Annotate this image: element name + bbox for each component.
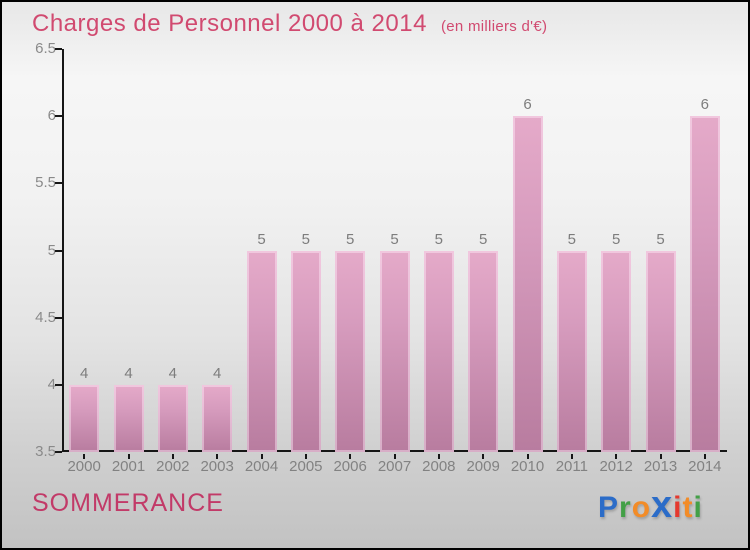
x-tick-mark	[615, 454, 618, 459]
x-tick-label: 2014	[688, 458, 722, 475]
bar-value-label: 5	[257, 230, 266, 248]
x-tick-label: 2003	[200, 458, 234, 475]
bar-value-label: 6	[700, 96, 709, 114]
x-tick-label: 2000	[67, 458, 101, 475]
y-tick-mark	[55, 115, 62, 118]
x-tick-label: 2008	[422, 458, 456, 475]
x-tick-mark	[349, 454, 352, 459]
x-tick-mark	[437, 454, 440, 459]
x-tick-mark	[83, 454, 86, 459]
x-tick-mark	[703, 454, 706, 459]
x-tick-mark	[171, 454, 174, 459]
logo-letter-x: x	[651, 484, 674, 526]
x-tick-label: 2012	[599, 458, 633, 475]
bar-2013	[645, 250, 676, 452]
x-tick-label: 2002	[156, 458, 190, 475]
bar-2006	[335, 250, 366, 452]
bar-2001	[113, 384, 144, 452]
logo-letter-t: t	[682, 491, 694, 524]
x-tick-mark	[482, 454, 485, 459]
x-tick-label: 2007	[377, 458, 412, 475]
chart-subtitle: (en milliers d'€)	[440, 18, 548, 35]
bar-2014	[689, 116, 720, 452]
x-tick-mark	[260, 454, 263, 459]
bar-2002	[157, 384, 188, 452]
logo-letter-i: i	[673, 491, 683, 524]
x-tick-mark	[393, 454, 396, 459]
bar-value-label: 5	[611, 230, 621, 248]
bar-value-label: 5	[567, 230, 576, 248]
bar-2007	[379, 250, 410, 452]
bar-value-label: 5	[345, 230, 355, 248]
x-tick-label: 2001	[111, 458, 146, 475]
y-tick-mark	[55, 249, 62, 252]
bar-2003	[202, 384, 233, 452]
y-tick-label: 4.5	[35, 308, 56, 326]
bar-value-label: 5	[656, 230, 665, 248]
y-tick-label: 6	[47, 107, 56, 125]
x-tick-label: 2009	[466, 458, 500, 475]
logo-letter-P: P	[598, 491, 620, 524]
bar-value-label: 5	[390, 230, 399, 248]
bar-value-label: 5	[434, 230, 443, 248]
logo-letter-r: r	[619, 491, 632, 524]
y-tick-label: 3.5	[35, 443, 56, 460]
y-tick-label: 5	[47, 241, 56, 259]
x-tick-mark	[526, 454, 529, 459]
y-tick-mark	[55, 182, 62, 185]
x-tick-mark	[304, 454, 307, 459]
x-tick-mark	[127, 454, 130, 459]
bar-2005	[290, 250, 321, 452]
x-tick-label: 2011	[555, 458, 588, 475]
bar-value-label: 4	[168, 364, 177, 382]
bar-2009	[468, 250, 499, 452]
y-tick-mark	[55, 383, 62, 386]
y-tick-label: 6.5	[35, 40, 56, 57]
entity-name: SOMMERANCE	[32, 489, 224, 517]
bar-value-label: 4	[79, 364, 89, 382]
bar-value-label: 5	[301, 230, 310, 248]
bar-2008	[423, 250, 454, 452]
proxiti-logo: Proxiti	[598, 483, 703, 530]
bar-value-label: 4	[212, 364, 222, 382]
x-tick-label: 2004	[244, 458, 279, 475]
bar-2000	[69, 384, 100, 452]
y-tick-mark	[55, 316, 62, 319]
logo-letter-o: o	[631, 491, 652, 524]
bar-2004	[246, 250, 277, 452]
title-row: Charges de Personnel 2000 à 2014 (en mill…	[32, 10, 547, 38]
x-tick-mark	[570, 454, 573, 459]
bar-value-label: 5	[478, 230, 488, 248]
chart-title: Charges de Personnel 2000 à 2014	[32, 10, 427, 37]
y-tick-label: 5.5	[35, 174, 56, 192]
x-tick-mark	[216, 454, 219, 459]
bar-value-label: 4	[124, 364, 133, 382]
bar-value-label: 6	[523, 96, 532, 114]
logo-letter-i: i	[693, 491, 703, 524]
x-tick-label: 2006	[333, 458, 367, 475]
bar-2010	[512, 116, 543, 452]
x-tick-label: 2005	[289, 458, 323, 475]
y-tick-label: 4	[47, 375, 56, 393]
x-tick-label: 2010	[510, 458, 545, 475]
x-tick-mark	[659, 454, 662, 459]
x-tick-label: 2013	[643, 458, 678, 475]
y-tick-mark	[55, 48, 62, 50]
y-tick-mark	[55, 451, 62, 453]
bar-2012	[601, 250, 632, 452]
bar-2011	[556, 250, 587, 452]
